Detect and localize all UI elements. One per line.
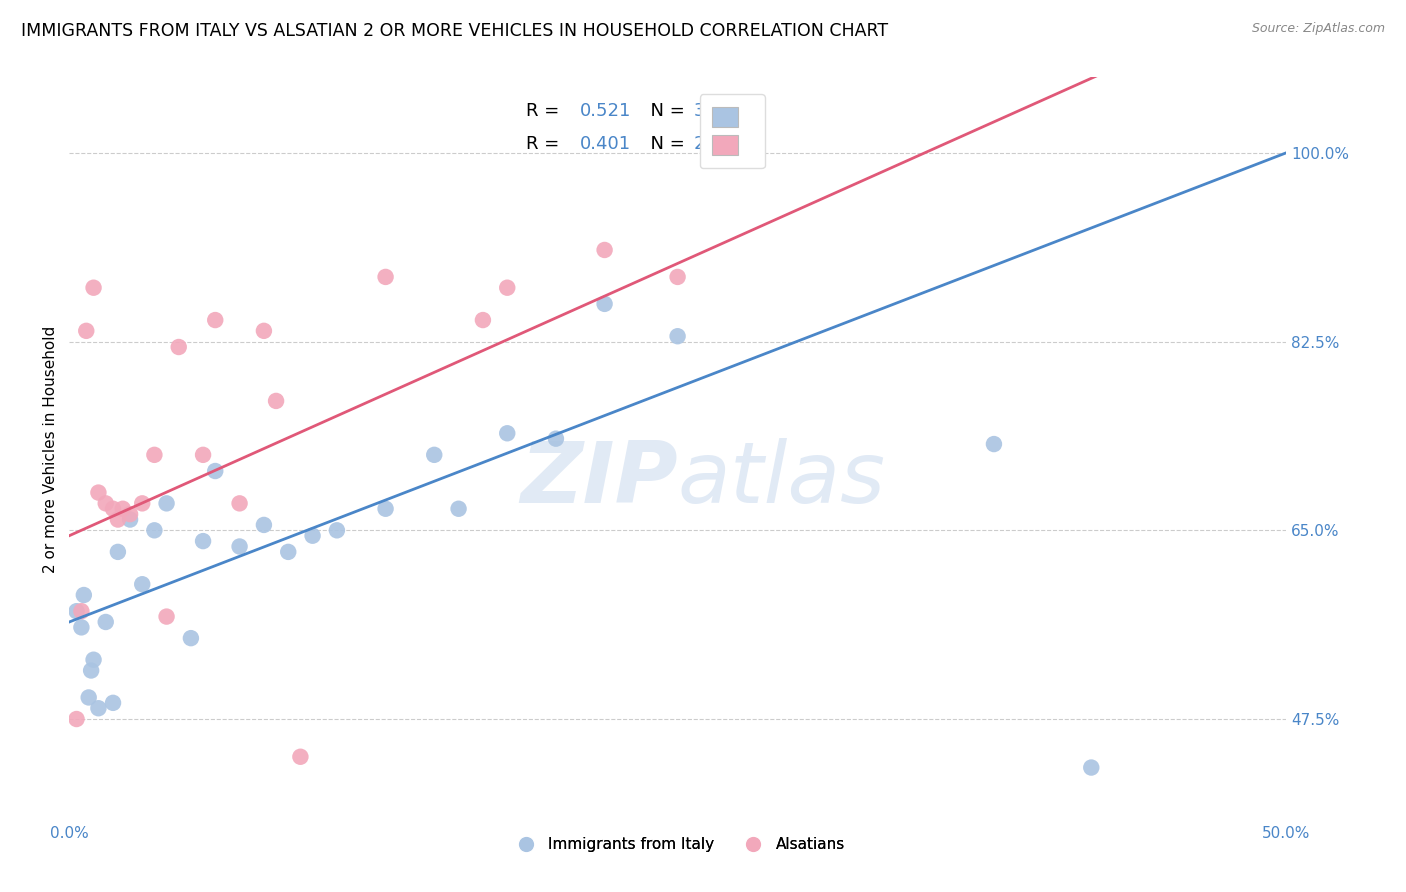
Point [65,604,87,618]
Point [264,393,287,408]
Text: IMMIGRANTS FROM ITALY VS ALSATIAN 2 OR MORE VEHICLES IN HOUSEHOLD CORRELATION CH: IMMIGRANTS FROM ITALY VS ALSATIAN 2 OR M… [21,22,889,40]
Point [666,269,689,284]
Point [70,604,93,618]
Point [191,448,214,462]
Point [101,501,124,516]
Point [155,609,177,624]
Point [65,712,87,726]
Point [180,631,202,645]
Point [120,512,142,526]
Point [111,501,134,516]
Point [253,517,276,532]
Point [87,485,110,500]
Point [107,512,129,526]
Point [204,313,226,327]
Point [666,329,689,343]
Point [253,324,276,338]
Point [80,664,103,678]
Text: R =: R = [526,136,564,153]
Point [593,243,616,257]
Point [83,653,105,667]
Point [120,507,142,521]
Point [87,701,110,715]
Point [75,324,97,338]
Text: Source: ZipAtlas.com: Source: ZipAtlas.com [1251,22,1385,36]
Point [423,448,446,462]
Point [301,529,323,543]
Point [143,448,166,462]
Legend: Immigrants from Italy, Alsatians: Immigrants from Italy, Alsatians [505,831,851,858]
Text: 31: 31 [693,102,716,120]
Point [77,690,100,705]
Point [496,426,519,441]
Point [228,540,250,554]
Point [496,281,519,295]
Point [94,496,117,510]
Point [471,313,494,327]
Point [155,496,177,510]
Point [73,588,96,602]
Point [94,615,117,629]
Point [167,340,190,354]
Point [101,696,124,710]
Point [191,534,214,549]
Text: ZIP: ZIP [520,438,678,521]
Point [204,464,226,478]
Point [228,496,250,510]
Text: R =: R = [526,102,564,120]
Point [290,749,312,764]
Point [131,496,153,510]
Point [374,269,396,284]
Point [544,432,567,446]
Text: 25: 25 [693,136,717,153]
Point [1080,760,1102,774]
Point [83,281,105,295]
Point [326,524,349,538]
Point [374,501,396,516]
Point [143,524,166,538]
Point [593,297,616,311]
Text: N =: N = [638,102,690,120]
Point [107,545,129,559]
Text: atlas: atlas [678,438,886,521]
Text: N =: N = [638,136,690,153]
Text: 0.521: 0.521 [581,102,631,120]
Point [447,501,470,516]
Point [70,620,93,634]
Point [277,545,299,559]
Point [983,437,1005,451]
Point [131,577,153,591]
Y-axis label: 2 or more Vehicles in Household: 2 or more Vehicles in Household [44,326,58,573]
Text: 0.401: 0.401 [581,136,631,153]
